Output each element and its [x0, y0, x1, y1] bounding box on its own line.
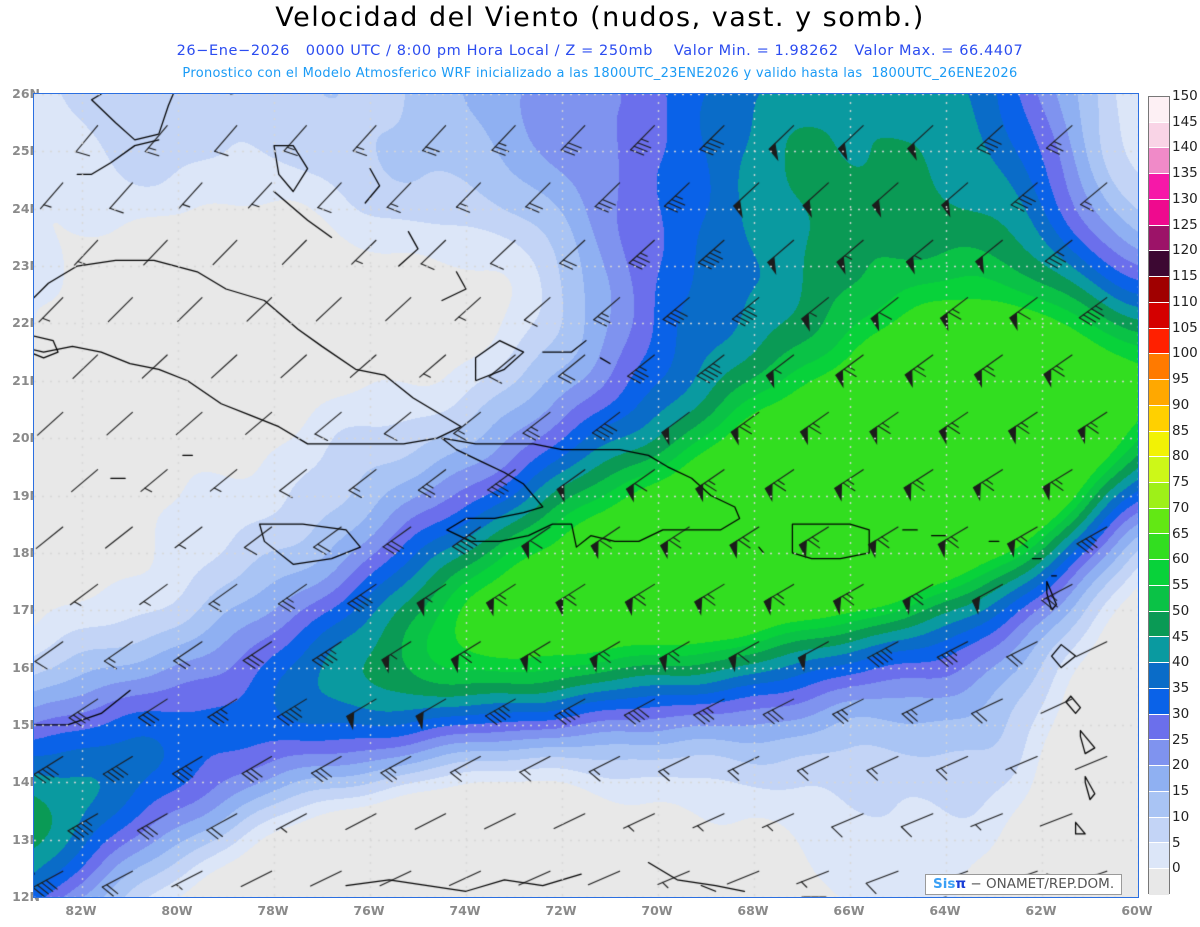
lat-lon-gridlines [34, 94, 1138, 897]
lon-tick-label: 82W [65, 903, 97, 918]
colorbar-tick-label: 100 [1172, 345, 1198, 362]
colorbar-tick-label: 145 [1172, 113, 1198, 130]
colorbar-band [1149, 740, 1169, 767]
colorbar-tick-label: 60 [1172, 551, 1190, 568]
colorbar-tick-label: 80 [1172, 448, 1190, 465]
colorbar-band [1149, 791, 1169, 818]
colorbar-tick-label: 25 [1172, 731, 1190, 748]
colorbar-tick-label: 135 [1172, 165, 1198, 182]
colorbar-labels: 0 5 10 15 20 25 30 35 40 45 50 55 60 65 70 75 80 85 90 95 10… [1172, 88, 1200, 894]
brand-pi-icon: π [955, 876, 967, 892]
colorbar-tick-label: 90 [1172, 396, 1190, 413]
colorbar-band [1149, 174, 1169, 200]
colorbar-tick-label: 140 [1172, 139, 1198, 156]
lon-tick-label: 80W [161, 903, 193, 918]
colorbar-band [1149, 714, 1169, 741]
colorbar-tick-label: 30 [1172, 705, 1190, 722]
colorbar-band [1149, 688, 1169, 715]
colorbar-band [1149, 122, 1169, 149]
colorbar-band [1149, 817, 1169, 844]
colorbar-band [1149, 225, 1169, 252]
colorbar-band [1149, 380, 1169, 406]
colorbar-tick-label: 40 [1172, 654, 1190, 671]
lon-tick-label: 66W [833, 903, 865, 918]
longitude-axis: 82W 80W 78W 76W 74W 72W 70W 68W 66W 64W 62W 60W [0, 903, 1200, 925]
colorbar-tick-label: 65 [1172, 525, 1190, 542]
colorbar-tick-label: 35 [1172, 680, 1190, 697]
colorbar-band [1149, 277, 1169, 303]
colorbar-tick-label: 75 [1172, 474, 1190, 491]
colorbar-tick-label: 15 [1172, 783, 1190, 800]
colorbar-tick-label: 85 [1172, 422, 1190, 439]
colorbar-band [1149, 843, 1169, 870]
colorbar-tick-label: 115 [1172, 268, 1198, 285]
lon-tick-label: 72W [545, 903, 577, 918]
lon-tick-label: 78W [257, 903, 289, 918]
colorbar-band [1149, 560, 1169, 586]
colorbar [1148, 96, 1170, 895]
colorbar-band [1149, 508, 1169, 535]
colorbar-tick-label: 150 [1172, 88, 1198, 104]
model-info-line: Pronostico con el Modelo Atmosferico WRF… [182, 66, 1018, 81]
colorbar-band [1149, 97, 1169, 123]
colorbar-tick-label: 70 [1172, 499, 1190, 516]
lon-tick-label: 74W [449, 903, 481, 918]
colorbar-band [1149, 869, 1169, 895]
colorbar-band [1149, 148, 1169, 175]
colorbar-tick-label: 125 [1172, 216, 1198, 233]
colorbar-band [1149, 457, 1169, 484]
colorbar-tick-label: 120 [1172, 242, 1198, 259]
map-plot-area[interactable] [33, 93, 1139, 898]
colorbar-band [1149, 302, 1169, 329]
colorbar-band [1149, 328, 1169, 355]
lon-tick-label: 76W [353, 903, 385, 918]
colorbar-tick-label: 50 [1172, 602, 1190, 619]
colorbar-band [1149, 405, 1169, 432]
colorbar-band [1149, 431, 1169, 458]
colorbar-tick-label: 110 [1172, 293, 1198, 310]
colorbar-tick-label: 55 [1172, 577, 1190, 594]
colorbar-tick-label: 45 [1172, 628, 1190, 645]
colorbar-band [1149, 637, 1169, 664]
lon-tick-label: 68W [737, 903, 769, 918]
colorbar-band [1149, 199, 1169, 226]
forecast-meta-line: 26−Ene−2026 0000 UTC / 8:00 pm Hora Loca… [176, 43, 1024, 59]
colorbar-band [1149, 663, 1169, 689]
colorbar-tick-label: 95 [1172, 371, 1190, 388]
colorbar-tick-label: 20 [1172, 757, 1190, 774]
colorbar-band [1149, 585, 1169, 612]
colorbar-tick-label: 5 [1172, 834, 1181, 851]
colorbar-tick-label: 105 [1172, 319, 1198, 336]
watermark-separator: − [966, 876, 986, 892]
colorbar-band [1149, 611, 1169, 638]
page-title: Velocidad del Viento (nudos, vast. y som… [275, 2, 925, 33]
colorbar-band [1149, 251, 1169, 278]
lon-tick-label: 62W [1025, 903, 1057, 918]
brand-sis-text: Sis [933, 876, 956, 892]
colorbar-band [1149, 483, 1169, 509]
colorbar-tick-label: 10 [1172, 808, 1190, 825]
colorbar-tick-label: 0 [1172, 860, 1181, 877]
colorbar-band [1149, 766, 1169, 792]
watermark-org-text: ONAMET/REP.DOM. [985, 876, 1115, 892]
lon-tick-label: 60W [1121, 903, 1153, 918]
lon-tick-label: 64W [929, 903, 961, 918]
colorbar-band [1149, 354, 1169, 381]
lon-tick-label: 70W [641, 903, 673, 918]
colorbar-band [1149, 534, 1169, 561]
colorbar-tick-label: 130 [1172, 190, 1198, 207]
watermark-badge: Sisπ − ONAMET/REP.DOM. [925, 874, 1123, 895]
